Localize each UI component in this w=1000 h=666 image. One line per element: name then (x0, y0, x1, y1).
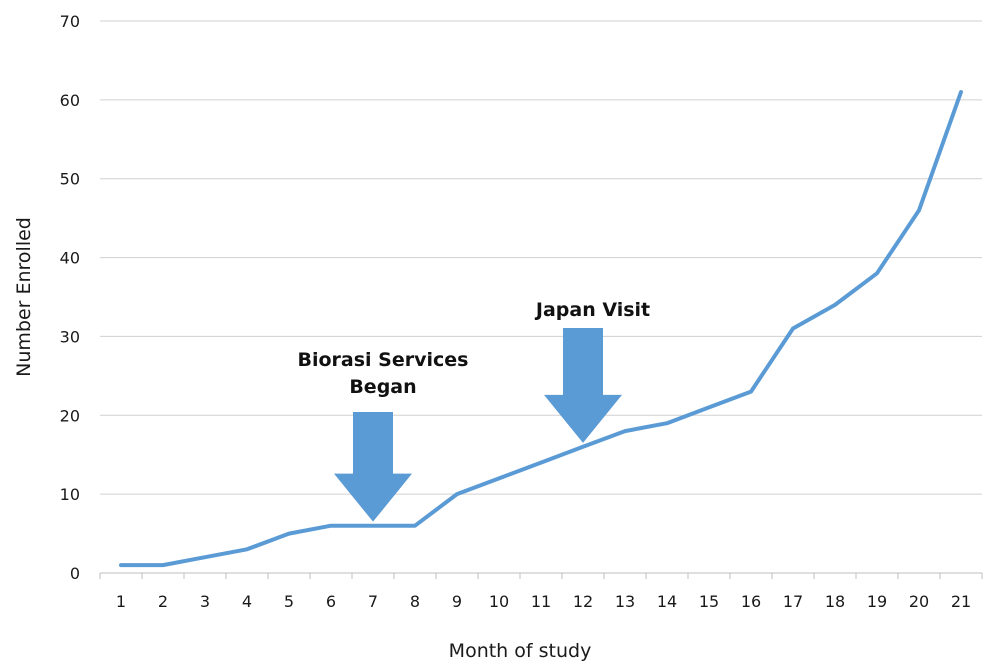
x-tick-label-14: 14 (657, 592, 677, 611)
annotation-label: Began (349, 376, 416, 398)
annotation-label: Japan Visit (534, 299, 650, 321)
x-axis-title: Month of study (449, 640, 592, 662)
x-tick-label-15: 15 (699, 592, 719, 611)
x-tick-label-3: 3 (200, 592, 210, 611)
x-axis (99, 572, 983, 579)
y-tick-label-70: 70 (60, 12, 80, 31)
down-arrow-icon (334, 412, 412, 522)
x-tick-label-11: 11 (531, 592, 551, 611)
x-tick-label-9: 9 (452, 592, 462, 611)
y-axis-tick-labels: 0 10 20 30 40 50 60 70 (60, 12, 80, 583)
series-lines (119, 90, 963, 568)
gridlines (100, 20, 982, 495)
y-tick-label-10: 10 (60, 485, 80, 504)
down-arrow-icon (544, 328, 622, 443)
y-tick-label-0: 0 (70, 564, 80, 583)
x-tick-label-12: 12 (573, 592, 593, 611)
x-tick-label-20: 20 (909, 592, 929, 611)
x-tick-label-1: 1 (116, 592, 126, 611)
x-tick-label-8: 8 (410, 592, 420, 611)
x-tick-label-7: 7 (368, 592, 378, 611)
x-tick-label-18: 18 (825, 592, 845, 611)
x-tick-label-10: 10 (489, 592, 509, 611)
x-axis-tick-labels: 1 2 3 4 5 6 7 8 9 10 11 12 13 14 15 16 17 18 19 20 21 (116, 592, 971, 611)
x-tick-label-6: 6 (326, 592, 336, 611)
x-tick-label-4: 4 (242, 592, 252, 611)
x-tick-label-19: 19 (867, 592, 887, 611)
x-tick-label-16: 16 (741, 592, 761, 611)
y-tick-label-50: 50 (60, 170, 80, 189)
y-tick-label-60: 60 (60, 91, 80, 110)
x-tick-label-5: 5 (284, 592, 294, 611)
annotations: Biorasi Services Began Japan Visit (298, 299, 650, 522)
y-tick-label-40: 40 (60, 249, 80, 268)
x-tick-label-13: 13 (615, 592, 635, 611)
annotation-1: Japan Visit (534, 299, 650, 443)
x-tick-label-21: 21 (951, 592, 971, 611)
series-line-0 (119, 90, 963, 568)
annotation-label: Biorasi Services (298, 349, 469, 371)
y-tick-label-20: 20 (60, 406, 80, 425)
x-tick-label-2: 2 (158, 592, 168, 611)
y-axis-title: Number Enrolled (13, 217, 35, 377)
annotation-0: Biorasi Services Began (298, 349, 469, 522)
x-tick-label-17: 17 (783, 592, 803, 611)
y-tick-label-30: 30 (60, 327, 80, 346)
